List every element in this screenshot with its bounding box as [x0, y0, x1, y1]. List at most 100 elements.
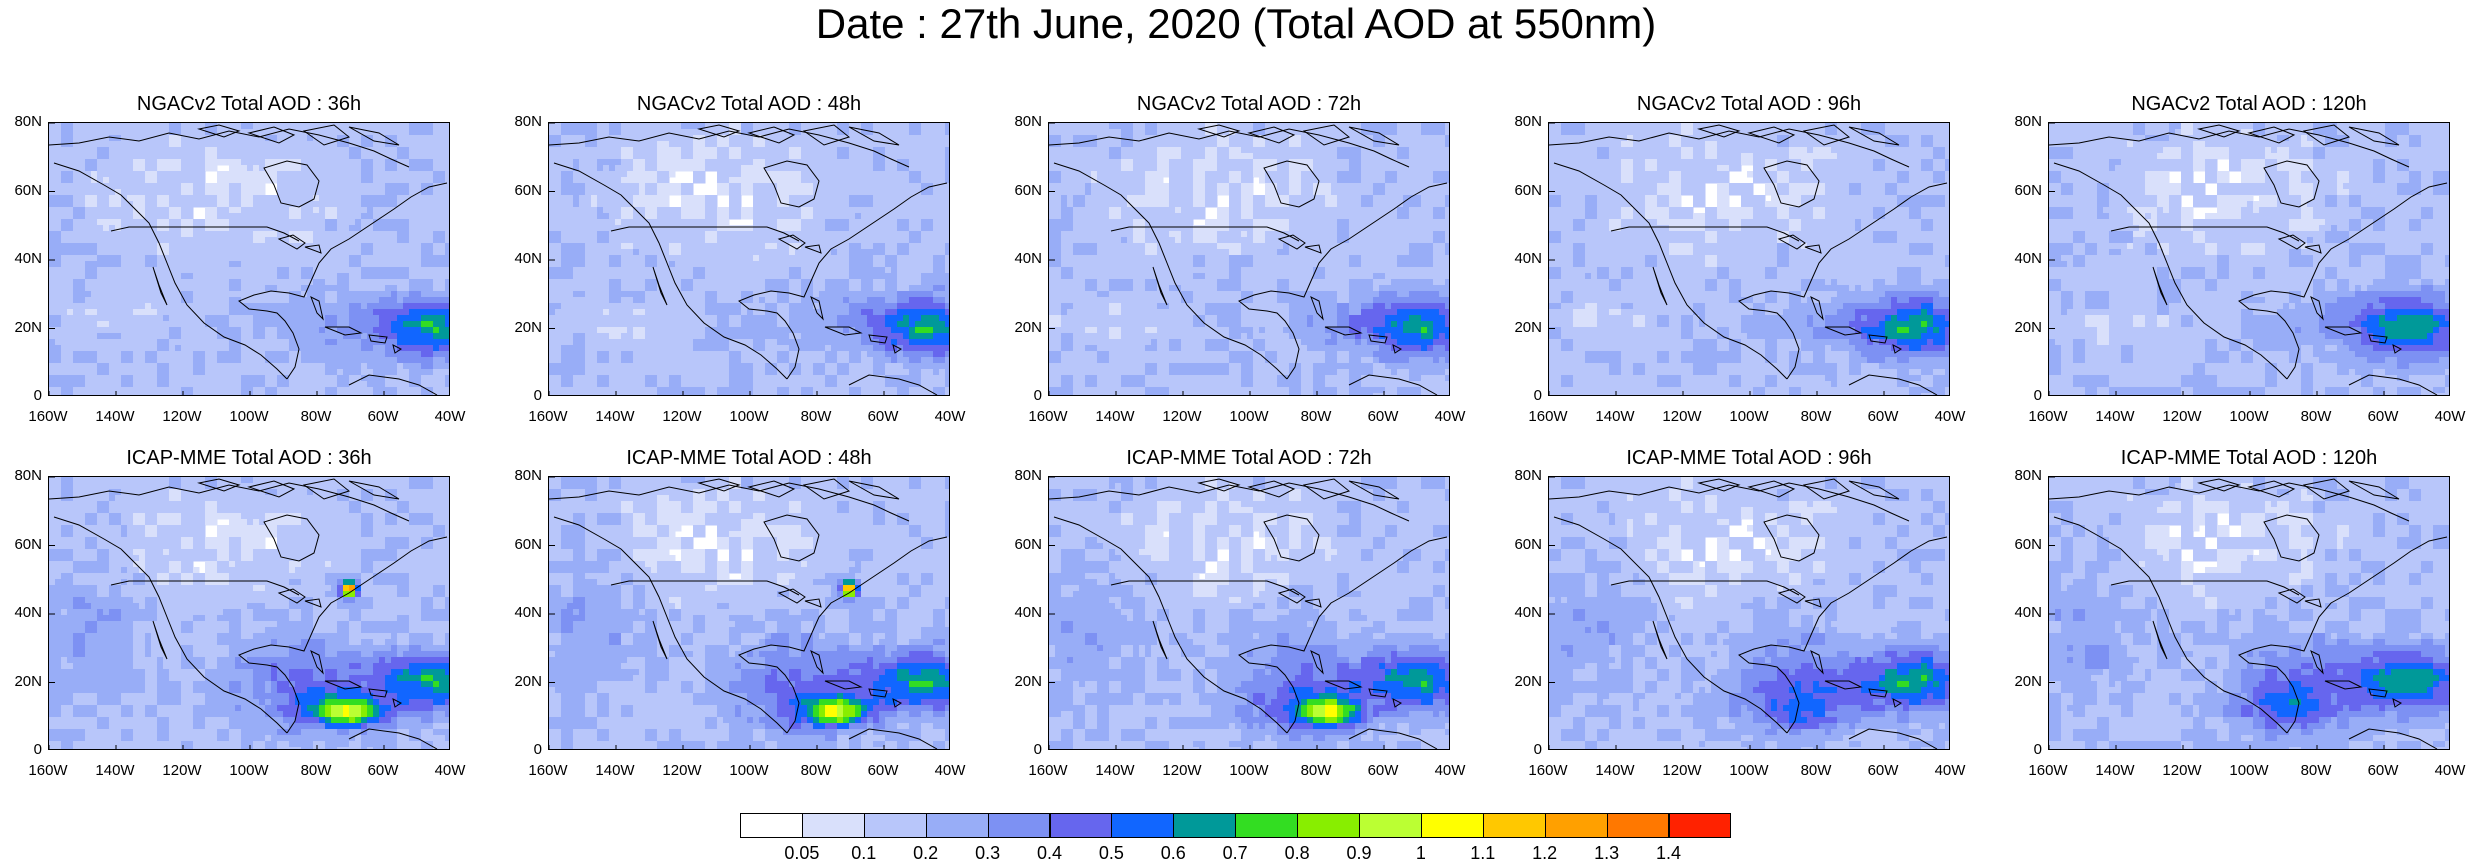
aod-cell — [765, 237, 772, 244]
aod-cell — [445, 279, 450, 286]
aod-cell — [879, 201, 886, 208]
aod-cell — [639, 207, 646, 214]
aod-cell — [777, 207, 784, 214]
aod-cell — [91, 249, 98, 256]
aod-cell — [621, 267, 628, 274]
aod-cell — [927, 177, 934, 184]
aod-cell — [139, 225, 146, 232]
aod-cell — [91, 357, 98, 364]
aod-cell — [373, 243, 380, 250]
aod-cell — [49, 369, 56, 376]
aod-cell — [283, 141, 290, 148]
aod-cell — [127, 279, 134, 286]
aod-cell — [663, 237, 670, 244]
aod-cell — [211, 225, 218, 232]
aod-cell — [349, 249, 356, 256]
aod-cell — [693, 177, 700, 184]
aod-cell — [567, 291, 574, 298]
aod-cell — [867, 201, 874, 208]
aod-cell — [115, 279, 122, 286]
aod-cell — [265, 339, 272, 346]
aod-cell — [415, 207, 422, 214]
aod-cell — [205, 393, 212, 396]
aod-cell — [157, 351, 164, 358]
aod-cell — [687, 213, 694, 220]
aod-cell — [301, 213, 308, 220]
aod-cell — [657, 255, 664, 262]
aod-cell — [421, 291, 428, 298]
aod-cell — [415, 267, 422, 274]
aod-cell — [621, 249, 628, 256]
aod-cell — [687, 285, 694, 292]
aod-cell — [85, 333, 92, 340]
aod-cell — [313, 363, 320, 370]
aod-cell — [681, 207, 688, 214]
aod-cell — [945, 123, 950, 130]
aod-cell — [265, 387, 272, 394]
aod-cell — [337, 255, 344, 262]
aod-cell — [373, 315, 380, 322]
aod-cell — [187, 381, 194, 388]
aod-cell — [735, 285, 742, 292]
aod-cell — [717, 261, 724, 268]
aod-cell — [277, 213, 284, 220]
aod-cell — [639, 231, 646, 238]
aod-cell — [807, 225, 814, 232]
aod-cell — [145, 171, 152, 178]
aod-cell — [301, 165, 308, 172]
aod-cell — [49, 231, 56, 238]
aod-cell — [663, 159, 670, 166]
aod-cell — [855, 165, 862, 172]
aod-cell — [91, 279, 98, 286]
aod-cell — [915, 183, 922, 190]
aod-cell — [597, 291, 604, 298]
aod-cell — [133, 249, 140, 256]
aod-cell — [73, 309, 80, 316]
aod-cell — [91, 141, 98, 148]
aod-cell — [103, 147, 110, 154]
aod-cell — [867, 243, 874, 250]
aod-cell — [403, 213, 410, 220]
aod-cell — [433, 309, 440, 316]
aod-cell — [79, 339, 86, 346]
aod-cell — [373, 123, 380, 130]
aod-cell — [97, 393, 104, 396]
aod-cell — [723, 219, 730, 226]
aod-cell — [391, 225, 398, 232]
aod-cell — [133, 315, 140, 322]
aod-cell — [199, 153, 206, 160]
aod-cell — [927, 219, 934, 226]
aod-cell — [391, 321, 398, 328]
aod-cell — [807, 147, 814, 154]
aod-cell — [157, 267, 164, 274]
aod-cell — [337, 309, 344, 316]
aod-cell — [723, 255, 730, 262]
aod-cell — [109, 249, 116, 256]
aod-cell — [283, 189, 290, 196]
aod-cell — [831, 279, 838, 286]
aod-cell — [289, 201, 296, 208]
aod-cell — [573, 225, 580, 232]
aod-cell — [247, 363, 254, 370]
aod-cell — [85, 273, 92, 280]
aod-cell — [439, 243, 446, 250]
aod-cell — [109, 213, 116, 220]
aod-cell — [831, 177, 838, 184]
aod-cell — [157, 387, 164, 394]
aod-cell — [313, 243, 320, 250]
aod-cell — [61, 129, 68, 136]
aod-cell — [205, 369, 212, 376]
aod-cell — [379, 243, 386, 250]
aod-cell — [145, 369, 152, 376]
aod-cell — [301, 309, 308, 316]
aod-cell — [349, 309, 356, 316]
aod-cell — [241, 159, 248, 166]
aod-cell — [97, 357, 104, 364]
aod-cell — [187, 255, 194, 262]
aod-cell — [415, 273, 422, 280]
aod-cell — [615, 147, 622, 154]
aod-cell — [549, 267, 556, 274]
aod-cell — [181, 225, 188, 232]
aod-cell — [439, 357, 446, 364]
aod-cell — [603, 219, 610, 226]
